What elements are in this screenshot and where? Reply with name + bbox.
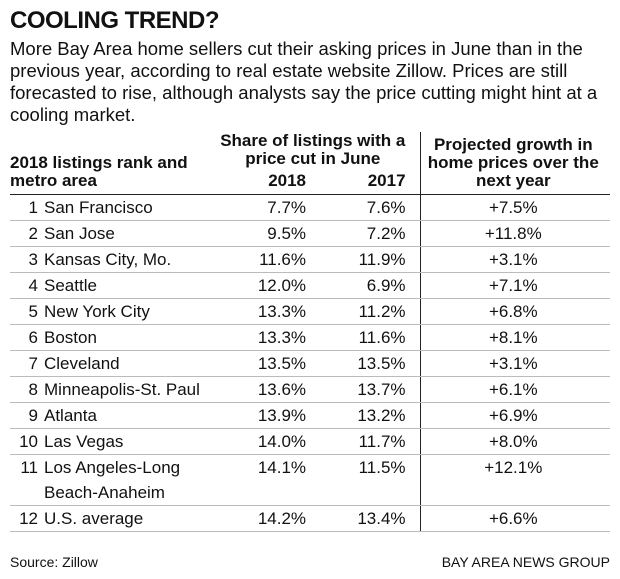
- year-header: 2018: [220, 172, 321, 195]
- metro-area: Los Angeles-Long Beach-Anaheim: [44, 454, 221, 506]
- projected-growth: +6.9%: [419, 402, 611, 429]
- projected-growth: +7.5%: [419, 194, 611, 221]
- share-2018: 13.6%: [220, 376, 321, 403]
- table-row: 6 Boston 13.3% 11.6% +8.1%: [10, 324, 611, 351]
- source: Source: Zillow: [10, 554, 98, 570]
- listings-table: 2018 listings rank and metro area Share …: [10, 131, 611, 532]
- metro-area: Atlanta: [44, 402, 221, 429]
- credit: BAY AREA NEWS GROUP: [441, 554, 610, 570]
- year-header: 2017: [320, 172, 421, 195]
- subtitle: More Bay Area home sellers cut their ask…: [10, 38, 598, 125]
- header-row: 2018 2017: [10, 172, 610, 195]
- metro-area: Cleveland: [44, 350, 221, 377]
- share-2017: 7.2%: [320, 220, 421, 247]
- table-row: 10 Las Vegas 14.0% 11.7% +8.0%: [10, 428, 611, 455]
- metro-area: Seattle: [44, 272, 221, 299]
- metro-area: Las Vegas: [44, 428, 221, 455]
- share-2018: 13.3%: [220, 324, 321, 351]
- share-2017: 13.7%: [320, 376, 421, 403]
- rank: 9: [10, 402, 44, 429]
- projected-growth: +3.1%: [419, 246, 611, 273]
- share-2017: 7.6%: [320, 194, 421, 221]
- share-2018: 7.7%: [220, 194, 321, 221]
- metro-area: U.S. average: [44, 505, 221, 532]
- table-row: 8 Minneapolis-St. Paul 13.6% 13.7% +6.1%: [10, 376, 611, 403]
- share-2017: 11.6%: [320, 324, 421, 351]
- rank: 7: [10, 350, 44, 377]
- table-row: 11 Los Angeles-Long Beach-Anaheim 14.1% 11.…: [10, 454, 611, 506]
- header-row: 2018 listings rank and metro area Share …: [10, 131, 611, 195]
- growth-header: Projected growth in home prices over the…: [419, 132, 611, 195]
- share-2017: 13.5%: [320, 350, 421, 377]
- table-row: 12 U.S. average 14.2% 13.4% +6.6%: [10, 505, 611, 532]
- projected-growth: +6.8%: [419, 298, 611, 325]
- table-row: 7 Cleveland 13.5% 13.5% +3.1%: [10, 350, 611, 377]
- rank: 8: [10, 376, 44, 403]
- footer: Source: Zillow BAY AREA NEWS GROUP: [10, 554, 610, 570]
- metro-area: New York City: [44, 298, 221, 325]
- projected-growth: +6.6%: [419, 505, 611, 532]
- share-2017: 11.5%: [320, 454, 421, 506]
- metro-area: Boston: [44, 324, 221, 351]
- share-2017: 11.9%: [320, 246, 421, 273]
- share-2018: 9.5%: [220, 220, 321, 247]
- table-row: 9 Atlanta 13.9% 13.2% +6.9%: [10, 402, 611, 429]
- metro-area: Minneapolis-St. Paul: [44, 376, 221, 403]
- metro-area: San Francisco: [44, 194, 221, 221]
- projected-growth: +12.1%: [419, 454, 611, 506]
- rank: 1: [10, 194, 44, 221]
- share-2017: 13.2%: [320, 402, 421, 429]
- table-row: 1 San Francisco 7.7% 7.6% +7.5%: [10, 194, 611, 221]
- share-2018: 13.3%: [220, 298, 321, 325]
- table-row: 3 Kansas City, Mo. 11.6% 11.9% +3.1%: [10, 246, 611, 273]
- share-2018: 12.0%: [220, 272, 321, 299]
- share-2017: 11.7%: [320, 428, 421, 455]
- rank: 12: [10, 505, 44, 532]
- projected-growth: +6.1%: [419, 376, 611, 403]
- share-2017: 13.4%: [320, 505, 421, 532]
- share-2018: 13.5%: [220, 350, 321, 377]
- rank: 10: [10, 428, 44, 455]
- metro-area: San Jose: [44, 220, 221, 247]
- title: COOLING TREND?: [10, 7, 220, 34]
- metro-area: Kansas City, Mo.: [44, 246, 221, 273]
- rank-metro-header: 2018 listings rank and metro area: [10, 132, 221, 195]
- projected-growth: +8.1%: [419, 324, 611, 351]
- table-row: 2 San Jose 9.5% 7.2% +11.8%: [10, 220, 611, 247]
- rank: 2: [10, 220, 44, 247]
- share-2017: 11.2%: [320, 298, 421, 325]
- share-2018: 13.9%: [220, 402, 321, 429]
- table-row: 5 New York City 13.3% 11.2% +6.8%: [10, 298, 611, 325]
- share-2018: 14.1%: [220, 454, 321, 506]
- share-2017: 6.9%: [320, 272, 421, 299]
- table-body: 1 San Francisco 7.7% 7.6% +7.5% 2 San Jose 9.5%…: [10, 194, 611, 532]
- rank: 3: [10, 246, 44, 273]
- share-2018: 14.2%: [220, 505, 321, 532]
- table-row: 4 Seattle 12.0% 6.9% +7.1%: [10, 272, 611, 299]
- projected-growth: +3.1%: [419, 350, 611, 377]
- rank: 11: [10, 454, 44, 506]
- projected-growth: +11.8%: [419, 220, 611, 247]
- rank: 6: [10, 324, 44, 351]
- rank: 5: [10, 298, 44, 325]
- rank: 4: [10, 272, 44, 299]
- projected-growth: +7.1%: [419, 272, 611, 299]
- projected-growth: +8.0%: [419, 428, 611, 455]
- share-2018: 11.6%: [220, 246, 321, 273]
- share-2018: 14.0%: [220, 428, 321, 455]
- share-header: Share of listings with a price cut in Ju…: [220, 131, 406, 168]
